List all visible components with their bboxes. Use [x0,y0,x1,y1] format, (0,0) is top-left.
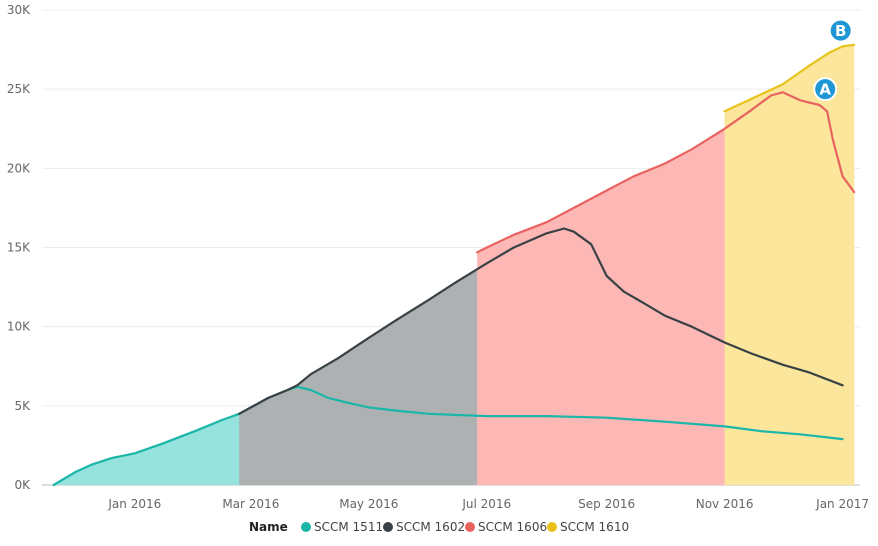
x-tick-label: May 2016 [339,497,398,511]
area-fills [53,44,855,486]
legend-marker [383,522,393,532]
annotation-label: A [819,81,831,99]
legend-label: SCCM 1511 [314,520,383,534]
line-sccm-1602 [238,227,844,415]
x-tick-label: Mar 2016 [222,497,279,511]
legend-label: SCCM 1610 [560,520,629,534]
y-tick-label: 10K [7,320,31,334]
annotation-badge-a [813,77,838,102]
line-sccm-1511 [52,385,844,487]
legend-label: SCCM 1606 [478,520,547,534]
y-tick-label: 20K [7,161,31,175]
y-tick-label: 30K [7,3,31,17]
x-tick-label: Jul 2016 [461,497,511,511]
line-sccm-1610 [723,43,856,113]
annotation-badge-b [828,18,853,43]
legend-marker [465,522,475,532]
x-tick-label: Sep 2016 [578,497,635,511]
legend-label: SCCM 1602 [396,520,465,534]
annotation-label: B [835,22,846,40]
axes: 0K 5K 10K 15K 20K 25K 30K Jan 2016 Mar 2016 May 2… [7,3,869,511]
legend-item-sccm-1606[interactable]: SCCM 1606 [465,520,547,534]
line-sccm-1606 [476,91,856,254]
legend-title: Name [249,520,288,534]
series-lines [52,43,856,487]
x-tick-label: Jan 2017 [815,497,869,511]
y-tick-label: 25K [7,82,31,96]
x-tick-label: Nov 2016 [696,497,754,511]
y-tick-label: 0K [14,478,31,492]
legend-item-sccm-1511[interactable]: SCCM 1511 [301,520,383,534]
legend[interactable]: Name SCCM 1511 SCCM 1602 SCCM 1606 SCCM 1610 [249,520,629,534]
y-tick-label: 15K [7,241,31,255]
area-sccm-1610 [724,44,855,486]
x-tick-label: Jan 2016 [107,497,161,511]
y-tick-label: 5K [14,399,31,413]
legend-item-sccm-1610[interactable]: SCCM 1610 [547,520,629,534]
legend-item-sccm-1602[interactable]: SCCM 1602 [383,520,465,534]
legend-marker [301,522,311,532]
annotations: AB [813,18,853,102]
legend-marker [547,522,557,532]
